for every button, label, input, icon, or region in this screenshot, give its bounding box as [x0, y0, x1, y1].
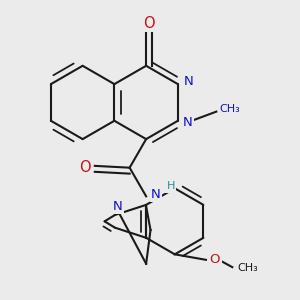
- Text: O: O: [143, 16, 155, 31]
- Text: H: H: [167, 182, 175, 191]
- Text: N: N: [184, 75, 194, 88]
- Text: N: N: [151, 188, 161, 201]
- Text: CH₃: CH₃: [238, 263, 259, 273]
- Text: O: O: [210, 253, 220, 266]
- Text: O: O: [79, 160, 91, 175]
- Text: N: N: [113, 200, 123, 213]
- Text: CH₃: CH₃: [220, 103, 241, 114]
- Text: N: N: [183, 116, 193, 129]
